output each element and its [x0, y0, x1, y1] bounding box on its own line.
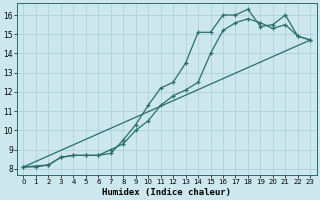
- X-axis label: Humidex (Indice chaleur): Humidex (Indice chaleur): [102, 188, 231, 197]
